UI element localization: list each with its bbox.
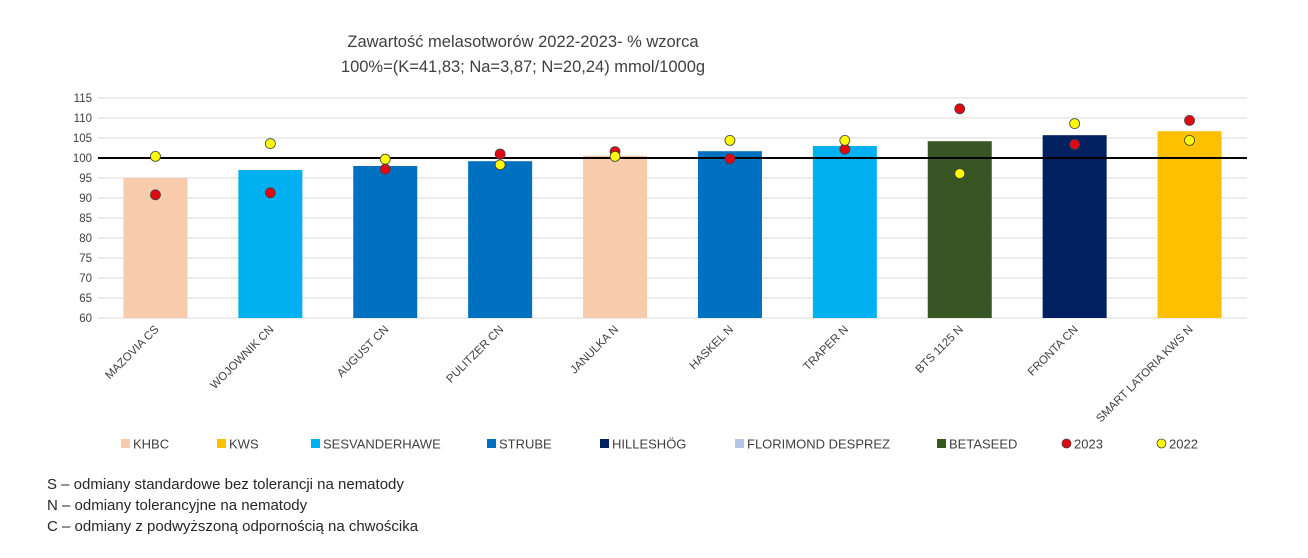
chart-title-line-1: Zawartość melasotworów 2022-2023- % wzor… [347, 33, 699, 51]
legend-label: BETASEED [949, 437, 1017, 452]
bar [353, 166, 418, 318]
legend-label: HILLESHÖG [612, 437, 686, 452]
legend-label: FLORIMOND DESPREZ [747, 437, 890, 452]
point-2023 [724, 153, 736, 165]
legend-swatch [217, 439, 226, 448]
point-2023 [954, 103, 966, 115]
y-tick-label: 105 [73, 133, 92, 145]
note-standard: S – odmiany standardowe bez tolerancji n… [47, 476, 404, 493]
point-2022 [264, 138, 276, 150]
bar [583, 155, 648, 318]
point-2022 [839, 134, 851, 146]
y-tick-label: 110 [74, 113, 92, 125]
legend-label: 2022 [1169, 437, 1198, 452]
y-tick-label: 75 [79, 253, 92, 265]
bar [1157, 131, 1222, 318]
bar [927, 141, 992, 318]
legend-label: STRUBE [499, 437, 552, 452]
y-tick-label: 65 [79, 293, 92, 305]
point-2023 [379, 163, 391, 175]
bar [468, 161, 533, 318]
legend-swatch [487, 439, 496, 448]
x-tick-label: MAZOVIA CS [103, 323, 161, 381]
x-tick-label: SMART LATORIA KWS N [1094, 324, 1195, 425]
y-tick-label: 85 [79, 213, 92, 225]
note-cercospora-resistant: C – odmiany z podwyższoną odpornością na… [47, 518, 419, 535]
point-2022 [150, 150, 161, 162]
bar [812, 146, 877, 318]
chart-title: Zawartość melasotworów 2022-2023- % wzor… [341, 33, 705, 76]
legend-swatch [311, 439, 320, 448]
y-tick-label: 60 [79, 313, 92, 325]
legend-swatch [1061, 438, 1072, 449]
point-2022 [609, 150, 621, 162]
legend-label: SESVANDERHAWE [323, 437, 441, 452]
y-tick-label: 70 [79, 273, 92, 285]
bar [123, 178, 188, 318]
point-2022 [1184, 134, 1195, 146]
x-tick-label: AUGUST CN [335, 324, 391, 380]
bars [123, 131, 1222, 318]
bar [697, 151, 762, 318]
point-2022 [954, 168, 966, 180]
legend-label: KHBC [133, 437, 169, 452]
point-2023 [1069, 138, 1081, 150]
legend: KHBC KWS SESVANDERHAWE STRUBE HILLESHÖG FLORI… [121, 437, 1198, 452]
bar [1042, 135, 1107, 318]
points [150, 103, 1195, 201]
point-2023 [150, 189, 161, 201]
point-2023 [264, 187, 276, 199]
notes: S – odmiany standardowe bez tolerancji n… [47, 474, 418, 537]
y-tick-label: 100 [73, 153, 92, 165]
y-tick-label: 115 [74, 93, 92, 105]
x-tick-label: TRAPER N [801, 324, 851, 374]
point-2022 [724, 134, 736, 146]
point-2022 [494, 159, 506, 171]
x-tick-label: BTS 1125 N [914, 324, 966, 376]
point-2023 [494, 148, 506, 160]
point-2022 [1069, 118, 1081, 129]
legend-label: KWS [229, 437, 259, 452]
x-tick-label: JANULKA N [568, 324, 621, 377]
x-tick-label: WOJOWNIK CN [208, 324, 276, 392]
chart-title-line-2: 100%=(K=41,83; Na=3,87; N=20,24) mmol/10… [341, 58, 705, 76]
point-2022 [379, 153, 391, 165]
legend-swatch [1156, 438, 1167, 449]
legend-swatch [121, 439, 130, 448]
point-2023 [1184, 115, 1195, 126]
legend-swatch [600, 439, 609, 448]
y-tick-label: 90 [79, 193, 92, 205]
x-tick-label: FRONTA CN [1026, 324, 1081, 379]
y-axis: 60 65 70 75 80 85 90 95 100 105 110 115 [73, 93, 92, 325]
note-nematode-tolerant: N – odmiany tolerancyjne na nematody [47, 497, 308, 514]
x-tick-label: HASKEL N [688, 324, 736, 372]
x-axis: MAZOVIA CS WOJOWNIK CN AUGUST CN PULITZER C… [103, 323, 1195, 425]
x-tick-label: PULITZER CN [444, 324, 506, 386]
y-tick-label: 95 [79, 173, 92, 185]
legend-label: 2023 [1074, 437, 1103, 452]
legend-swatch [735, 439, 744, 448]
y-tick-label: 80 [79, 233, 92, 245]
legend-swatch [937, 439, 946, 448]
